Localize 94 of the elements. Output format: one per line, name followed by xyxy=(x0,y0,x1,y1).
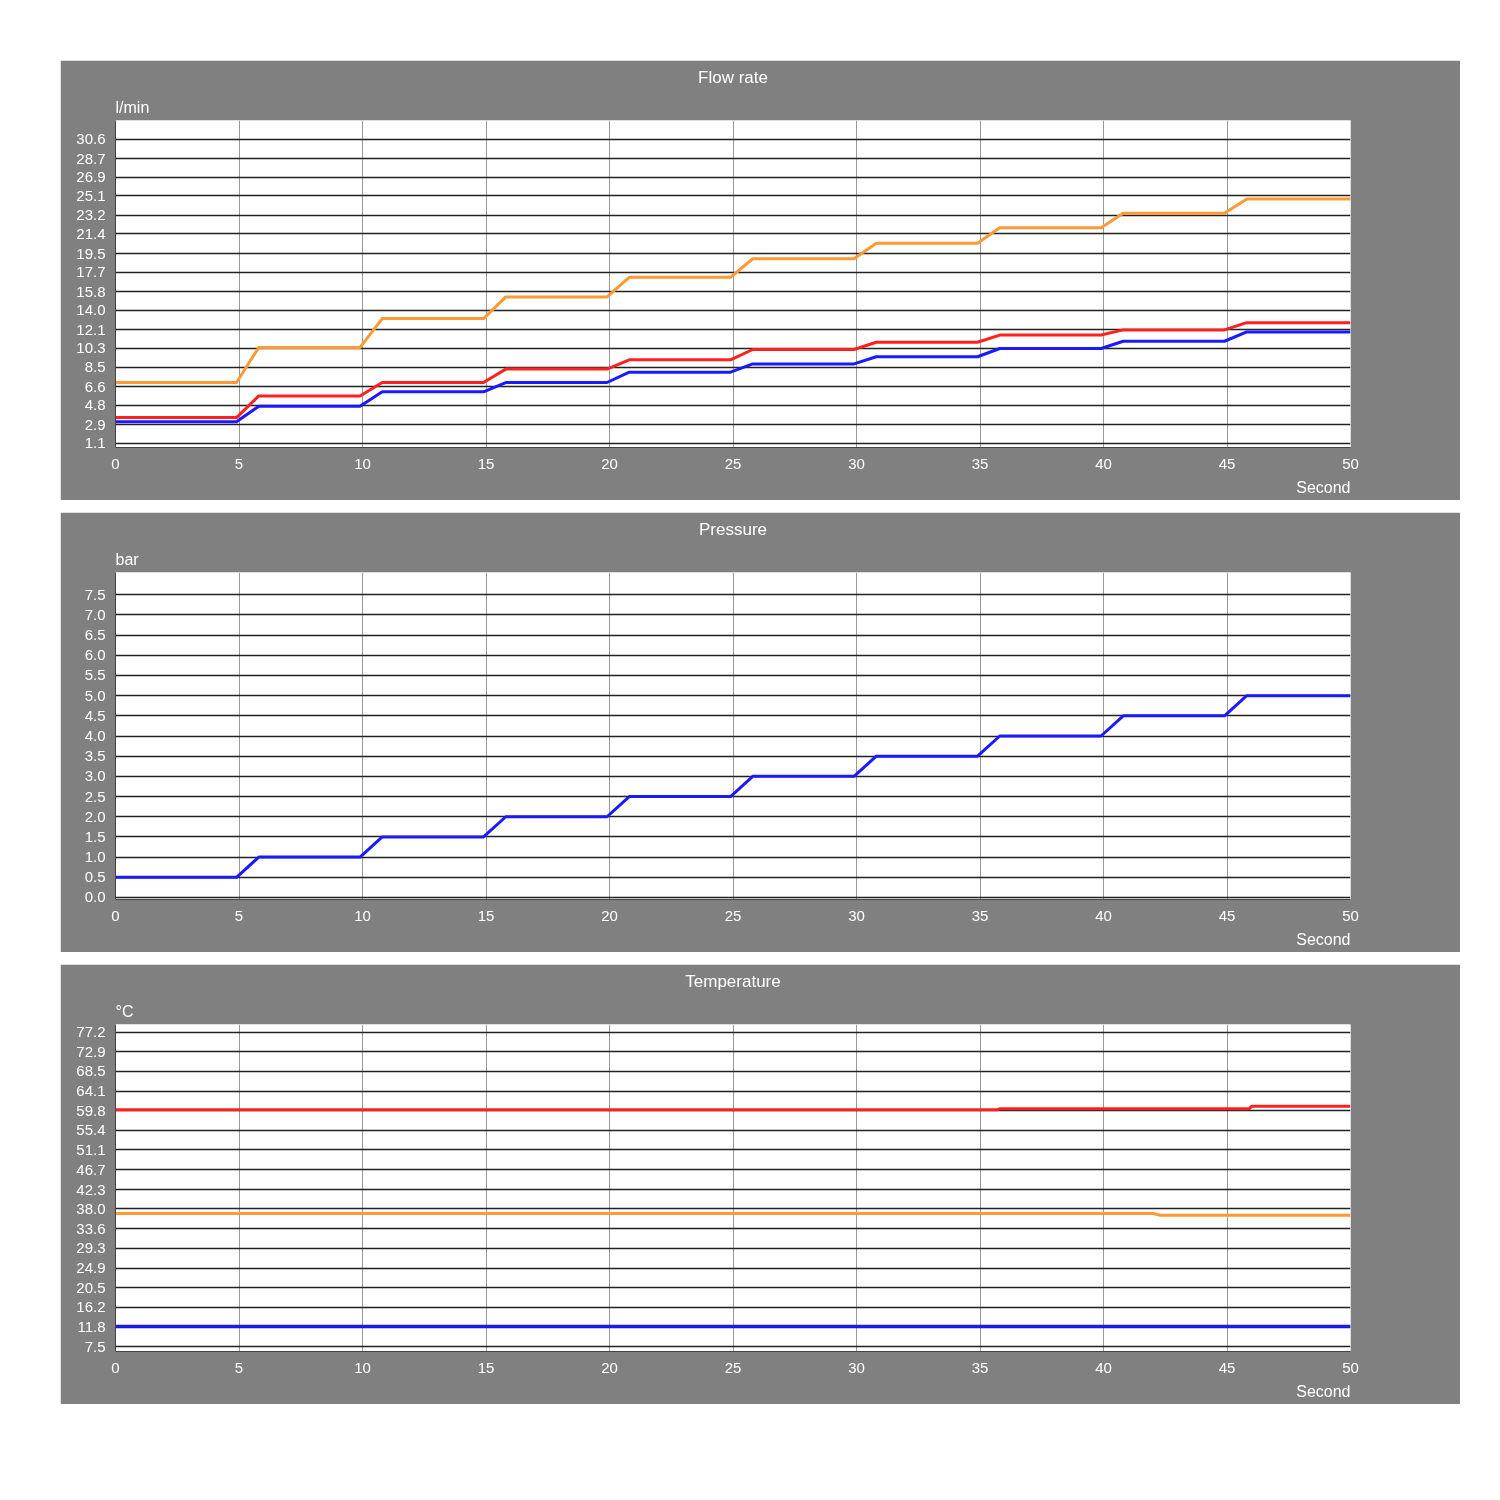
y-tick-label: 29.3 xyxy=(76,1239,106,1257)
chart-title: Flow rate xyxy=(698,67,768,87)
y-tick-label: 0.0 xyxy=(84,888,106,906)
y-axis-title: °C xyxy=(115,1002,134,1020)
y-tick-label: 1.1 xyxy=(84,434,106,452)
y-tick-label: 33.6 xyxy=(76,1219,106,1237)
y-tick-label: 72.9 xyxy=(76,1042,106,1060)
x-tick-label: 45 xyxy=(1218,454,1236,472)
y-tick-label: 8.5 xyxy=(84,358,106,376)
y-tick-label: 14.0 xyxy=(76,301,106,319)
y-tick-label: 2.9 xyxy=(84,415,106,433)
y-tick-label: 5.5 xyxy=(84,666,106,684)
x-tick-label: 35 xyxy=(971,1358,989,1376)
x-tick-label: 25 xyxy=(724,1358,742,1376)
y-tick-label: 1.0 xyxy=(84,848,106,866)
x-tick-label: 40 xyxy=(1095,1358,1112,1376)
y-tick-label: 16.2 xyxy=(76,1298,106,1316)
y-tick-label: 11.8 xyxy=(77,1318,106,1336)
y-tick-label: 30.6 xyxy=(76,130,106,148)
y-tick-label: 17.7 xyxy=(76,263,106,281)
y-tick-label: 3.0 xyxy=(84,767,106,785)
y-tick-label: 26.9 xyxy=(76,168,106,186)
x-tick-label: 30 xyxy=(848,906,865,924)
x-axis-title: Second xyxy=(1296,1382,1351,1400)
y-tick-label: 3.5 xyxy=(84,747,106,765)
x-tick-label: 35 xyxy=(971,454,989,472)
x-tick-label: 5 xyxy=(234,906,244,924)
y-tick-label: 6.6 xyxy=(84,377,106,395)
x-tick-label: 5 xyxy=(234,1358,244,1376)
y-tick-label: 55.4 xyxy=(76,1121,106,1139)
y-tick-label: 2.0 xyxy=(84,807,106,825)
x-tick-label: 15 xyxy=(477,454,495,472)
y-tick-label: 23.2 xyxy=(76,206,106,224)
x-tick-label: 5 xyxy=(234,454,244,472)
x-tick-label: 20 xyxy=(601,454,618,472)
y-tick-label: 6.0 xyxy=(84,646,106,664)
y-tick-label: 2.5 xyxy=(84,787,106,805)
x-tick-label: 40 xyxy=(1095,454,1112,472)
chart-title: Temperature xyxy=(685,971,781,991)
y-tick-label: 64.1 xyxy=(76,1082,106,1100)
y-tick-label: 4.8 xyxy=(84,396,106,414)
y-tick-label: 1.5 xyxy=(84,827,106,845)
y-tick-label: 59.8 xyxy=(76,1101,106,1119)
x-tick-label: 25 xyxy=(724,454,742,472)
y-tick-label: 12.1 xyxy=(76,320,106,338)
x-tick-label: 0 xyxy=(111,454,120,472)
y-tick-label: 68.5 xyxy=(76,1062,106,1080)
y-tick-label: 7.5 xyxy=(84,1337,106,1355)
x-tick-label: 15 xyxy=(477,906,495,924)
y-axis-title: bar xyxy=(115,550,140,568)
y-tick-label: 38.0 xyxy=(76,1199,106,1217)
x-tick-label: 45 xyxy=(1218,1358,1236,1376)
y-tick-label: 6.5 xyxy=(84,626,106,644)
y-tick-label: 10.3 xyxy=(76,339,106,357)
x-tick-label: 10 xyxy=(354,906,371,924)
y-tick-label: 21.4 xyxy=(76,224,106,242)
y-tick-label: 0.5 xyxy=(84,868,106,886)
chart-title: Pressure xyxy=(698,519,768,539)
y-tick-label: 19.5 xyxy=(76,244,106,262)
x-tick-label: 20 xyxy=(601,1358,618,1376)
y-tick-label: 7.5 xyxy=(84,585,106,603)
y-tick-label: 24.9 xyxy=(76,1259,106,1277)
y-tick-label: 20.5 xyxy=(76,1278,106,1296)
x-tick-label: 10 xyxy=(354,1358,371,1376)
y-tick-label: 25.1 xyxy=(76,186,106,204)
x-tick-label: 0 xyxy=(111,906,120,924)
x-tick-label: 0 xyxy=(111,1358,120,1376)
x-tick-label: 15 xyxy=(477,1358,495,1376)
x-axis-title: Second xyxy=(1296,930,1351,948)
y-tick-label: 4.5 xyxy=(84,706,106,724)
x-tick-label: 40 xyxy=(1095,906,1112,924)
x-tick-label: 50 xyxy=(1342,1358,1359,1376)
y-tick-label: 4.0 xyxy=(84,727,106,744)
y-tick-label: 77.2 xyxy=(76,1023,106,1041)
y-tick-label: 15.8 xyxy=(76,282,106,300)
x-axis-title: Second xyxy=(1296,478,1351,496)
y-tick-label: 42.3 xyxy=(76,1180,106,1198)
x-tick-label: 45 xyxy=(1218,906,1236,924)
x-tick-label: 30 xyxy=(848,1358,865,1376)
x-tick-label: 25 xyxy=(724,906,742,924)
y-tick-label: 51.1 xyxy=(76,1140,106,1158)
x-tick-label: 50 xyxy=(1342,906,1359,924)
y-axis-title: l/min xyxy=(115,98,150,116)
x-tick-label: 50 xyxy=(1342,454,1359,472)
y-tick-label: 28.7 xyxy=(76,149,106,167)
line-series xyxy=(115,694,1351,879)
y-tick-label: 46.7 xyxy=(76,1160,106,1178)
y-tick-label: 7.0 xyxy=(84,605,106,623)
y-tick-label: 5.0 xyxy=(84,686,106,704)
x-tick-label: 30 xyxy=(848,454,865,472)
x-tick-label: 20 xyxy=(601,906,618,924)
x-tick-label: 10 xyxy=(354,454,371,472)
x-tick-label: 35 xyxy=(971,906,989,924)
line-series xyxy=(115,197,1351,385)
